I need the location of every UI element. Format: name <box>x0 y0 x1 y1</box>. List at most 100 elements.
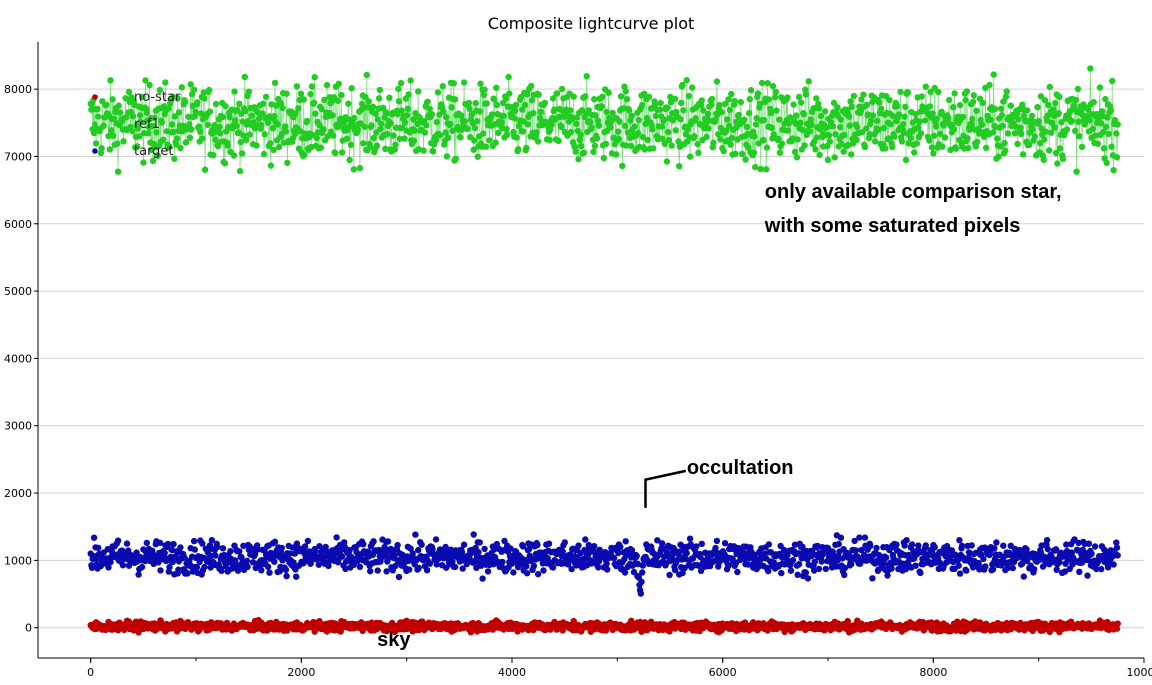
data-point <box>623 96 631 103</box>
data-point <box>398 107 405 114</box>
data-point <box>341 119 348 126</box>
data-point <box>982 144 990 151</box>
data-point <box>512 107 519 115</box>
data-point <box>866 131 873 138</box>
data-point <box>312 110 319 117</box>
data-point <box>888 565 895 572</box>
data-point <box>1023 546 1030 553</box>
data-point <box>778 569 785 577</box>
data-point <box>932 123 940 130</box>
data-point <box>1100 128 1107 136</box>
data-point <box>282 123 289 130</box>
data-point <box>891 133 898 140</box>
data-point <box>797 119 804 127</box>
x-tick-label: 0 <box>87 666 94 679</box>
data-point <box>271 538 279 545</box>
data-point <box>904 89 912 96</box>
data-point <box>901 542 908 549</box>
data-point <box>752 121 760 128</box>
data-point <box>1002 93 1010 100</box>
data-point <box>345 100 352 107</box>
data-point <box>511 115 518 122</box>
data-point <box>639 569 646 576</box>
data-point <box>120 138 127 145</box>
data-point <box>161 549 168 557</box>
x-tick-label: 8000 <box>919 666 947 679</box>
data-point <box>499 558 506 566</box>
data-point <box>348 85 355 92</box>
annotation-text: occultation <box>687 457 794 479</box>
data-point <box>1028 112 1036 120</box>
data-point <box>929 110 936 117</box>
data-point <box>415 546 422 554</box>
data-point <box>188 126 195 133</box>
data-point <box>1102 123 1110 131</box>
data-point <box>381 543 388 551</box>
data-point <box>401 119 409 126</box>
data-point <box>1076 568 1083 575</box>
data-point <box>165 105 172 112</box>
data-point <box>880 124 888 132</box>
data-point <box>201 166 209 173</box>
data-point <box>290 559 297 566</box>
data-point <box>549 95 557 102</box>
data-point <box>187 81 194 88</box>
data-point <box>461 118 468 125</box>
y-tick-label: 1000 <box>4 554 32 567</box>
data-point <box>698 540 705 547</box>
data-point <box>506 90 513 97</box>
series-no-star <box>87 616 1121 636</box>
data-point <box>633 552 640 560</box>
data-point <box>784 94 791 101</box>
data-point <box>595 564 602 571</box>
data-point <box>153 129 160 136</box>
data-point <box>92 140 100 147</box>
data-point <box>1089 125 1097 132</box>
data-point <box>1102 95 1109 103</box>
data-point <box>270 146 277 153</box>
data-point <box>927 88 934 96</box>
data-point <box>666 571 673 579</box>
data-point <box>959 113 966 121</box>
data-point <box>845 113 853 120</box>
data-point <box>956 102 964 109</box>
data-point <box>108 127 115 134</box>
data-point <box>510 569 517 576</box>
data-point <box>373 129 380 136</box>
data-point <box>734 568 741 576</box>
data-point <box>129 128 136 135</box>
data-point <box>476 108 483 115</box>
data-point <box>235 129 242 136</box>
data-point <box>184 570 191 577</box>
data-point <box>1052 149 1060 157</box>
data-point <box>178 84 185 91</box>
y-tick-label: 5000 <box>4 285 32 298</box>
data-point <box>982 563 989 570</box>
data-point <box>323 81 331 89</box>
data-point <box>1017 124 1024 131</box>
data-point <box>873 544 880 552</box>
data-point <box>745 110 753 117</box>
data-point <box>617 93 625 100</box>
data-point <box>875 126 882 133</box>
data-point <box>304 537 312 545</box>
data-point <box>185 113 192 121</box>
y-tick-label: 2000 <box>4 487 32 500</box>
data-point <box>253 142 260 149</box>
data-point <box>234 106 241 114</box>
data-point <box>1104 564 1112 571</box>
data-point <box>778 140 786 147</box>
data-point <box>963 567 970 574</box>
data-point <box>149 122 156 130</box>
data-point <box>432 137 440 144</box>
data-point <box>1056 93 1063 101</box>
data-point <box>90 129 98 137</box>
data-point <box>876 99 883 106</box>
data-point <box>745 561 752 568</box>
data-point <box>863 125 870 132</box>
data-point <box>324 133 331 140</box>
data-point <box>390 132 397 139</box>
data-point <box>404 112 411 119</box>
data-point <box>317 144 325 151</box>
data-point <box>230 152 238 159</box>
